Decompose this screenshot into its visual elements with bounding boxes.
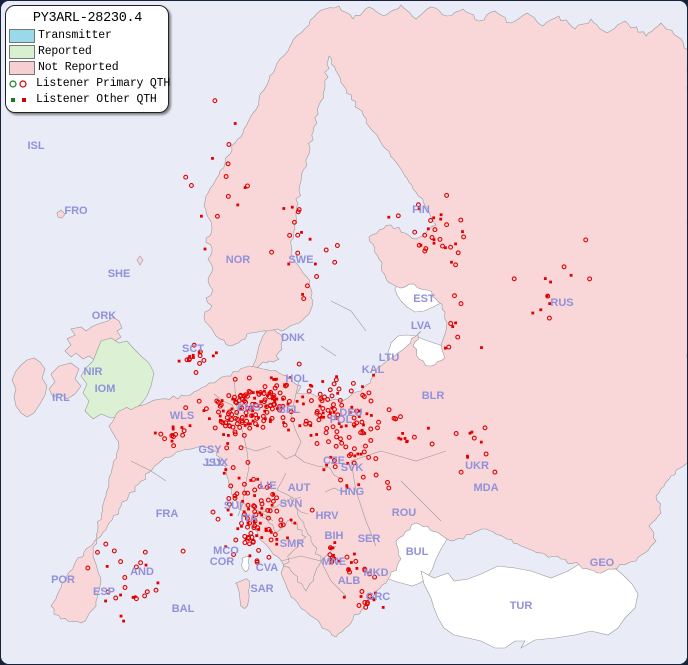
svg-text:POR: POR xyxy=(51,574,75,586)
svg-text:MKD: MKD xyxy=(363,567,388,579)
svg-text:GEO: GEO xyxy=(590,557,615,569)
svg-text:LUX: LUX xyxy=(206,457,229,469)
svg-text:EST: EST xyxy=(413,293,435,305)
svg-text:SMR: SMR xyxy=(280,538,305,550)
svg-text:BEL: BEL xyxy=(278,404,300,416)
svg-text:HRV: HRV xyxy=(315,510,339,522)
svg-text:IOM: IOM xyxy=(95,383,116,395)
svg-text:SHE: SHE xyxy=(108,268,131,280)
svg-text:SVN: SVN xyxy=(280,498,303,510)
svg-text:ORK: ORK xyxy=(92,310,117,322)
svg-text:HNG: HNG xyxy=(340,486,364,498)
svg-text:GSY: GSY xyxy=(198,444,222,456)
svg-text:FRA: FRA xyxy=(156,508,179,520)
svg-text:DNK: DNK xyxy=(281,332,305,344)
svg-text:BUL: BUL xyxy=(406,546,429,558)
svg-text:IRL: IRL xyxy=(52,392,70,404)
svg-text:SWE: SWE xyxy=(288,254,313,266)
svg-text:LTU: LTU xyxy=(379,352,400,364)
svg-text:RUS: RUS xyxy=(550,297,573,309)
svg-text:MDA: MDA xyxy=(473,482,498,494)
svg-text:ITA: ITA xyxy=(241,513,258,525)
svg-text:SVK: SVK xyxy=(341,462,364,474)
svg-text:UKR: UKR xyxy=(465,460,489,472)
svg-text:AND: AND xyxy=(130,566,154,578)
svg-text:LIE: LIE xyxy=(259,480,276,492)
svg-text:BIH: BIH xyxy=(325,530,344,542)
svg-text:KAL: KAL xyxy=(362,364,385,376)
svg-text:ESP: ESP xyxy=(93,586,115,598)
svg-text:ALB: ALB xyxy=(338,575,361,587)
svg-text:NOR: NOR xyxy=(226,254,251,266)
svg-text:BLR: BLR xyxy=(422,390,445,402)
svg-text:TUR: TUR xyxy=(510,600,533,612)
svg-text:SUI: SUI xyxy=(224,500,242,512)
svg-text:SCT: SCT xyxy=(182,343,204,355)
svg-text:AUT: AUT xyxy=(288,482,311,494)
svg-text:NIR: NIR xyxy=(84,366,103,378)
svg-text:CVA: CVA xyxy=(256,562,278,574)
svg-text:MNE: MNE xyxy=(322,556,346,568)
svg-text:GRC: GRC xyxy=(366,591,391,603)
svg-text:COR: COR xyxy=(210,556,235,568)
svg-text:ISL: ISL xyxy=(27,140,44,152)
svg-text:BAL: BAL xyxy=(172,603,195,615)
svg-text:FRO: FRO xyxy=(64,205,88,217)
svg-text:WLS: WLS xyxy=(170,410,194,422)
svg-text:POL: POL xyxy=(330,414,353,426)
svg-text:ROU: ROU xyxy=(392,507,417,519)
svg-text:HOL: HOL xyxy=(285,373,309,385)
svg-text:SER: SER xyxy=(358,533,381,545)
svg-text:ENG: ENG xyxy=(237,402,261,414)
svg-text:LVA: LVA xyxy=(411,320,431,332)
svg-text:SAR: SAR xyxy=(250,583,273,595)
svg-text:FIN: FIN xyxy=(412,204,430,216)
